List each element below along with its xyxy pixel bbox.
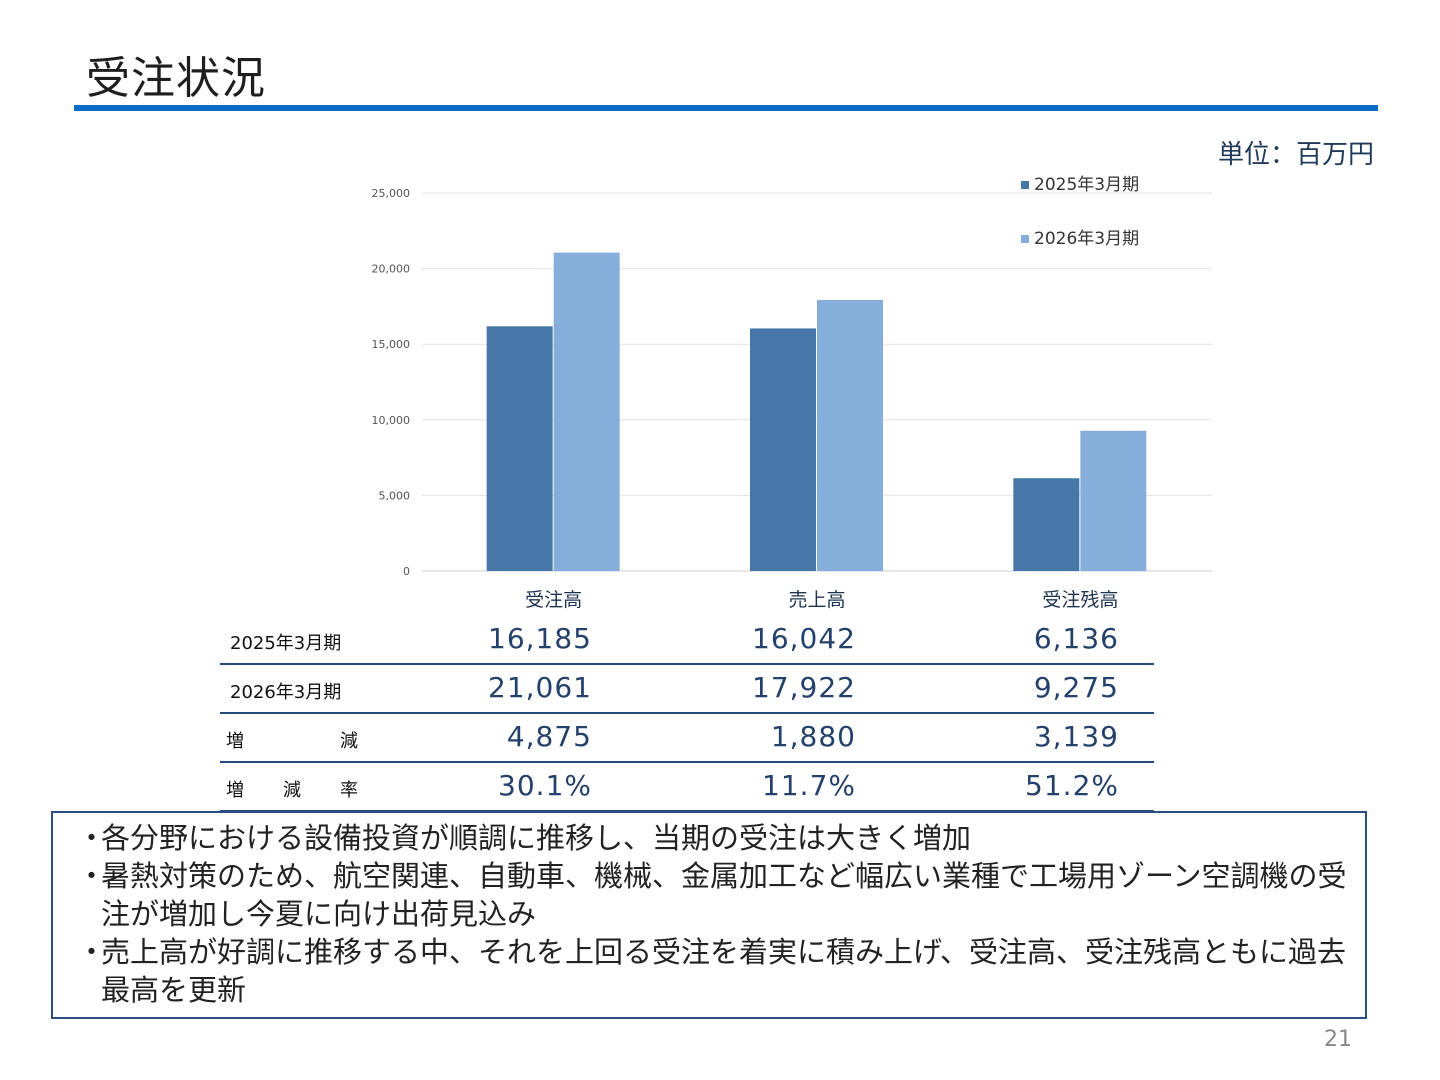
table-cell: 51.2% [1025,769,1119,802]
row-label-part: 減 [340,731,358,752]
row-label: 増 減 [226,727,358,753]
summary-table: 2025年3月期 16,185 16,042 6,136 2026年3月期 21… [220,616,1154,812]
table-row: 2025年3月期 16,185 16,042 6,136 [220,616,1154,665]
y-tick-label: 5,000 [379,489,411,502]
table-row: 2026年3月期 21,061 17,922 9,275 [220,665,1154,714]
y-tick-label: 10,000 [372,414,411,427]
row-label-part: 増 [226,731,244,752]
y-tick-label: 15,000 [372,338,411,351]
row-label: 2025年3月期 [230,633,342,654]
page-number: 21 [1324,1027,1352,1052]
bullet: ・ [77,935,107,969]
note-text: 売上高が好調に推移する中、それを上回る受注を着実に積み上げ、受注高、受注残高とも… [101,935,1346,1007]
table-cell: 6,136 [1033,622,1119,655]
bullet: ・ [77,821,107,855]
table-cell: 1,880 [770,720,856,753]
bar [486,326,553,571]
table-row: 増 減 率 30.1% 11.7% 51.2% [220,763,1154,812]
legend-label: 2026年3月期 [1034,229,1139,249]
y-tick-label: 25,000 [372,187,411,200]
note-item: ・ 各分野における設備投資が順調に推移し、当期の受注は大きく増加 [77,819,1347,857]
bullet: ・ [77,859,107,893]
bar [817,300,883,571]
legend-swatch [1021,181,1029,189]
table-cell: 11.7% [762,769,856,802]
table-cell: 30.1% [498,769,592,802]
table-cell: 4,875 [506,720,592,753]
bar [750,328,816,571]
row-label-part: 減 [283,780,301,801]
note-text: 各分野における設備投資が順調に推移し、当期の受注は大きく増加 [101,821,972,855]
note-item: ・ 売上高が好調に推移する中、それを上回る受注を着実に積み上げ、受注高、受注残高… [77,933,1347,1009]
x-tick-label: 売上高 [788,589,845,611]
y-tick-label: 0 [403,565,410,578]
bar-chart: 0 5,000 10,000 15,000 20,000 25,000 受注高 売上高 受注残高… [372,175,1212,611]
table-cell: 9,275 [1033,671,1119,704]
table-cell: 21,061 [488,671,592,704]
legend-swatch [1021,235,1029,243]
bar [1013,478,1080,571]
table-cell: 16,042 [752,622,856,655]
note-text: 暑熱対策のため、航空関連、自動車、機械、金属加工など幅広い業種で工場用ゾーン空調… [101,859,1347,931]
x-tick-label: 受注高 [525,589,582,611]
title-underline [74,105,1378,111]
row-label: 2026年3月期 [230,682,342,703]
table-cell: 16,185 [488,622,592,655]
x-tick-label: 受注残高 [1042,589,1118,611]
row-label: 増 減 率 [226,776,358,802]
bar [553,252,620,571]
unit-label: 単位：百万円 [1217,140,1374,170]
row-label-part: 増 [226,780,244,801]
bar [1080,430,1147,571]
row-label-part: 率 [340,780,358,801]
notes-box: ・ 各分野における設備投資が順調に推移し、当期の受注は大きく増加 ・ 暑熱対策の… [51,811,1367,1019]
legend-label: 2025年3月期 [1034,175,1139,195]
note-item: ・ 暑熱対策のため、航空関連、自動車、機械、金属加工など幅広い業種で工場用ゾーン… [77,857,1347,933]
table-cell: 3,139 [1033,720,1119,753]
table-row: 増 減 4,875 1,880 3,139 [220,714,1154,763]
table-cell: 17,922 [752,671,856,704]
y-tick-label: 20,000 [372,263,411,276]
page-title: 受注状況 [86,53,266,104]
